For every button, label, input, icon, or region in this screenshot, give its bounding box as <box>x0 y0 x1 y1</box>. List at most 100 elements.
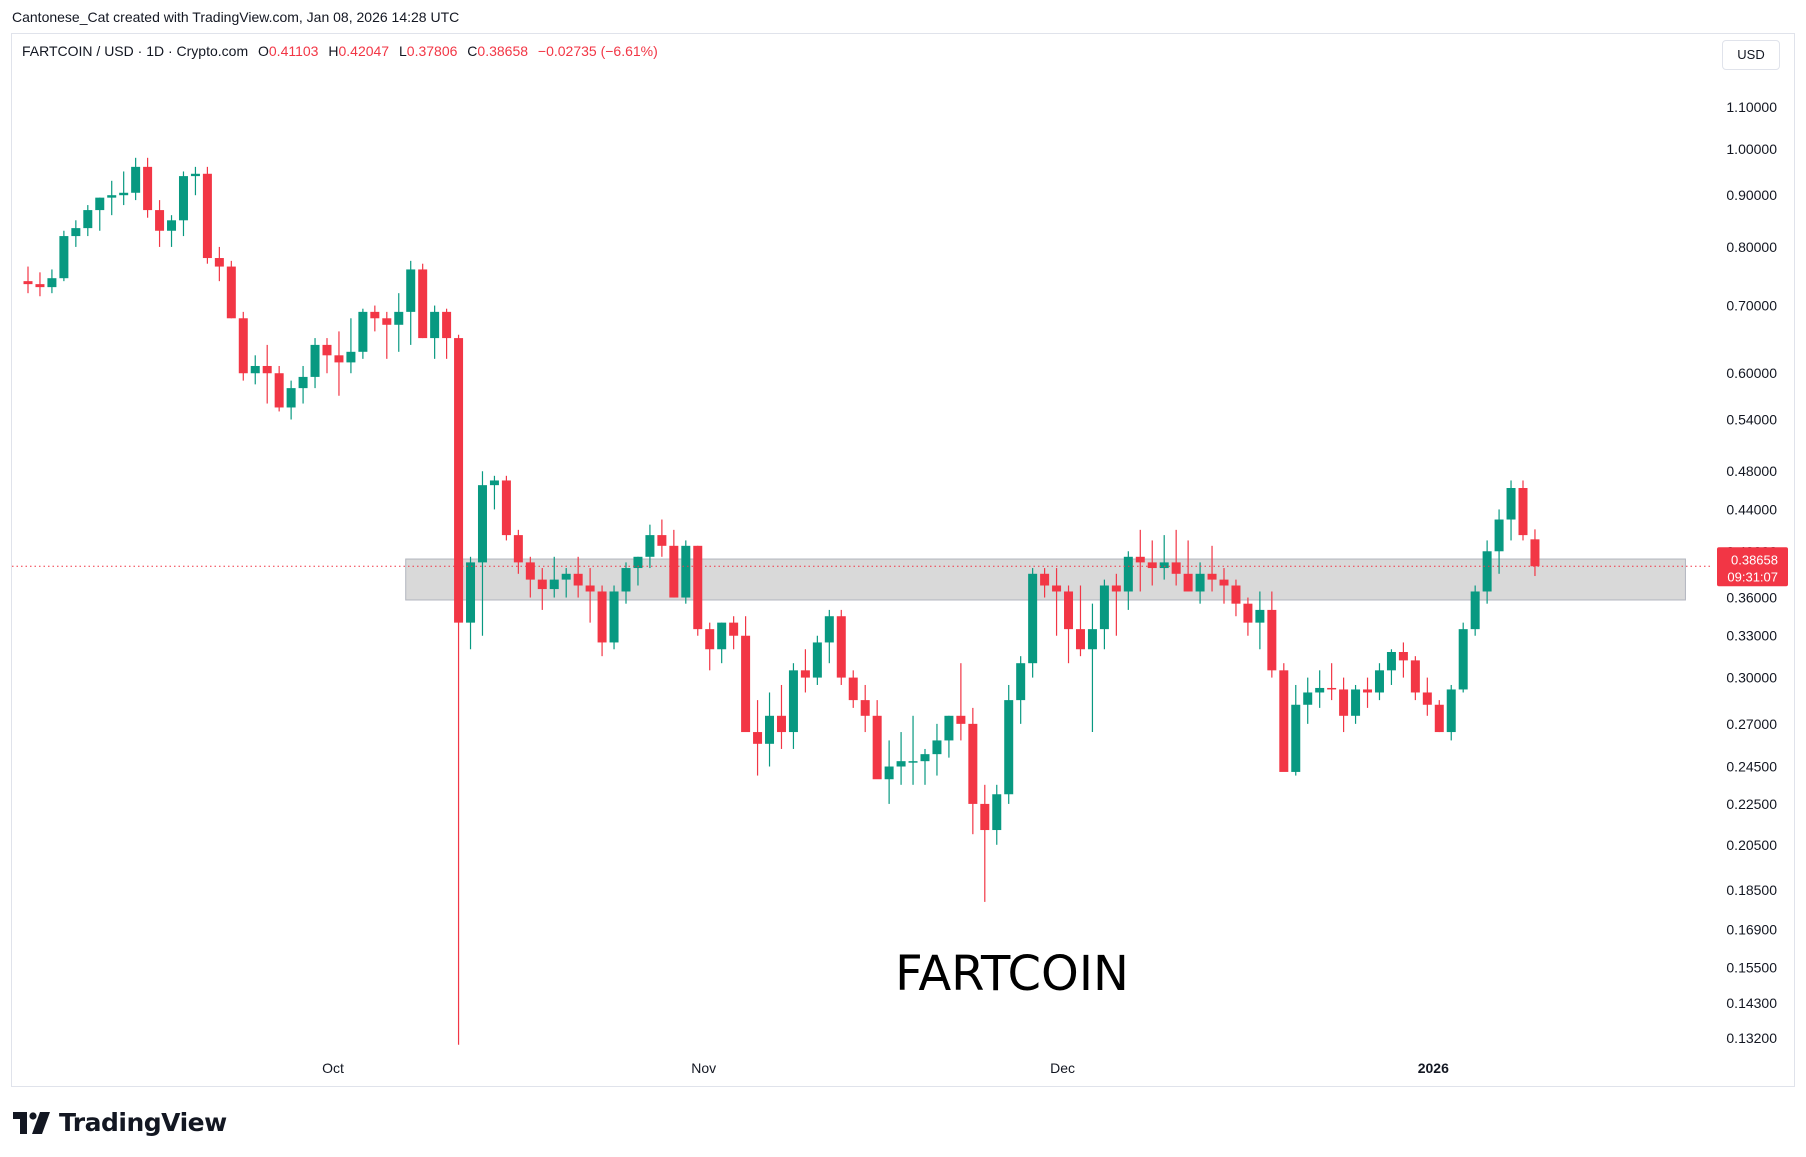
candle[interactable] <box>824 609 834 664</box>
candle[interactable] <box>944 715 954 758</box>
candle[interactable] <box>406 260 416 345</box>
candle[interactable] <box>597 585 607 657</box>
candle[interactable] <box>1494 509 1504 574</box>
candle[interactable] <box>860 684 870 733</box>
candle[interactable] <box>1207 545 1217 592</box>
candle[interactable] <box>956 663 966 741</box>
candle[interactable] <box>693 545 703 636</box>
candle[interactable] <box>322 338 332 374</box>
candle[interactable] <box>1075 585 1085 657</box>
candle[interactable] <box>178 171 188 237</box>
candle[interactable] <box>920 748 930 785</box>
candle[interactable] <box>729 616 739 650</box>
candle[interactable] <box>968 707 978 835</box>
candle[interactable] <box>1339 677 1349 733</box>
candle[interactable] <box>896 732 906 785</box>
candle[interactable] <box>1398 642 1408 678</box>
candle[interactable] <box>1219 568 1229 604</box>
candle[interactable] <box>47 269 57 294</box>
candle[interactable] <box>525 556 535 598</box>
candle[interactable] <box>1135 529 1145 592</box>
candle[interactable] <box>681 540 691 604</box>
candle[interactable] <box>1458 622 1468 693</box>
candle[interactable] <box>358 308 368 359</box>
candle[interactable] <box>1530 529 1540 577</box>
candle[interactable] <box>992 784 1002 845</box>
candle[interactable] <box>1064 585 1074 664</box>
candle[interactable] <box>1363 677 1373 708</box>
candle[interactable] <box>1016 656 1026 724</box>
candle[interactable] <box>884 740 894 804</box>
candle[interactable] <box>705 622 715 671</box>
candle[interactable] <box>669 529 679 598</box>
candle[interactable] <box>1315 670 1325 708</box>
candle[interactable] <box>980 784 990 902</box>
candle[interactable] <box>1434 700 1444 733</box>
candle[interactable] <box>71 220 81 247</box>
candle[interactable] <box>394 293 404 352</box>
candle[interactable] <box>83 205 93 237</box>
candle[interactable] <box>1279 663 1289 772</box>
candle[interactable] <box>298 365 308 404</box>
candle[interactable] <box>1052 568 1062 636</box>
candle[interactable] <box>1040 568 1050 598</box>
candle[interactable] <box>489 475 499 510</box>
candle[interactable] <box>418 263 428 339</box>
candle[interactable] <box>1422 677 1432 716</box>
candle[interactable] <box>609 585 619 650</box>
currency-button[interactable]: USD <box>1722 40 1780 70</box>
candle[interactable] <box>1147 540 1157 586</box>
candle[interactable] <box>501 475 511 541</box>
candle[interactable] <box>717 622 727 664</box>
candle[interactable] <box>214 246 224 282</box>
candle[interactable] <box>1159 535 1169 580</box>
candle[interactable] <box>23 266 33 294</box>
candle[interactable] <box>549 556 559 598</box>
candle[interactable] <box>561 568 571 598</box>
candle[interactable] <box>1099 579 1109 650</box>
candle[interactable] <box>382 311 392 359</box>
candle[interactable] <box>370 305 380 332</box>
candle[interactable] <box>1183 540 1193 592</box>
candle[interactable] <box>155 200 165 247</box>
candle[interactable] <box>1327 663 1337 701</box>
candle[interactable] <box>226 260 236 319</box>
candle[interactable] <box>250 355 260 385</box>
candle[interactable] <box>1243 597 1253 636</box>
candle[interactable] <box>1303 677 1313 724</box>
candle[interactable] <box>95 197 105 231</box>
candle[interactable] <box>442 308 452 359</box>
candle[interactable] <box>1386 649 1396 685</box>
candle[interactable] <box>848 670 858 708</box>
candle[interactable] <box>621 562 631 604</box>
candle[interactable] <box>1171 529 1181 586</box>
symbol-title[interactable]: FARTCOIN / USD · 1D · Crypto.com <box>22 43 249 59</box>
candle[interactable] <box>741 616 751 733</box>
candle[interactable] <box>1087 603 1097 733</box>
candle[interactable] <box>262 344 272 404</box>
candle[interactable] <box>131 157 141 201</box>
candle[interactable] <box>1351 684 1361 724</box>
candle[interactable] <box>1267 591 1277 678</box>
tradingview-brand[interactable]: TradingView <box>13 1108 227 1137</box>
candle[interactable] <box>836 609 846 685</box>
candle[interactable] <box>1231 579 1241 617</box>
candle[interactable] <box>310 338 320 389</box>
candle[interactable] <box>143 157 153 218</box>
candle[interactable] <box>202 166 212 264</box>
candle[interactable] <box>573 556 583 598</box>
candle[interactable] <box>908 715 918 785</box>
candle[interactable] <box>585 568 595 623</box>
candle[interactable] <box>633 556 643 586</box>
candle[interactable] <box>334 331 344 396</box>
candle[interactable] <box>537 568 547 610</box>
candle[interactable] <box>1482 540 1492 604</box>
candle[interactable] <box>59 230 69 282</box>
candle[interactable] <box>466 556 476 650</box>
candle[interactable] <box>1123 551 1133 610</box>
candle[interactable] <box>645 524 655 569</box>
candle[interactable] <box>274 365 284 412</box>
candle[interactable] <box>35 272 45 297</box>
candle[interactable] <box>788 663 798 749</box>
